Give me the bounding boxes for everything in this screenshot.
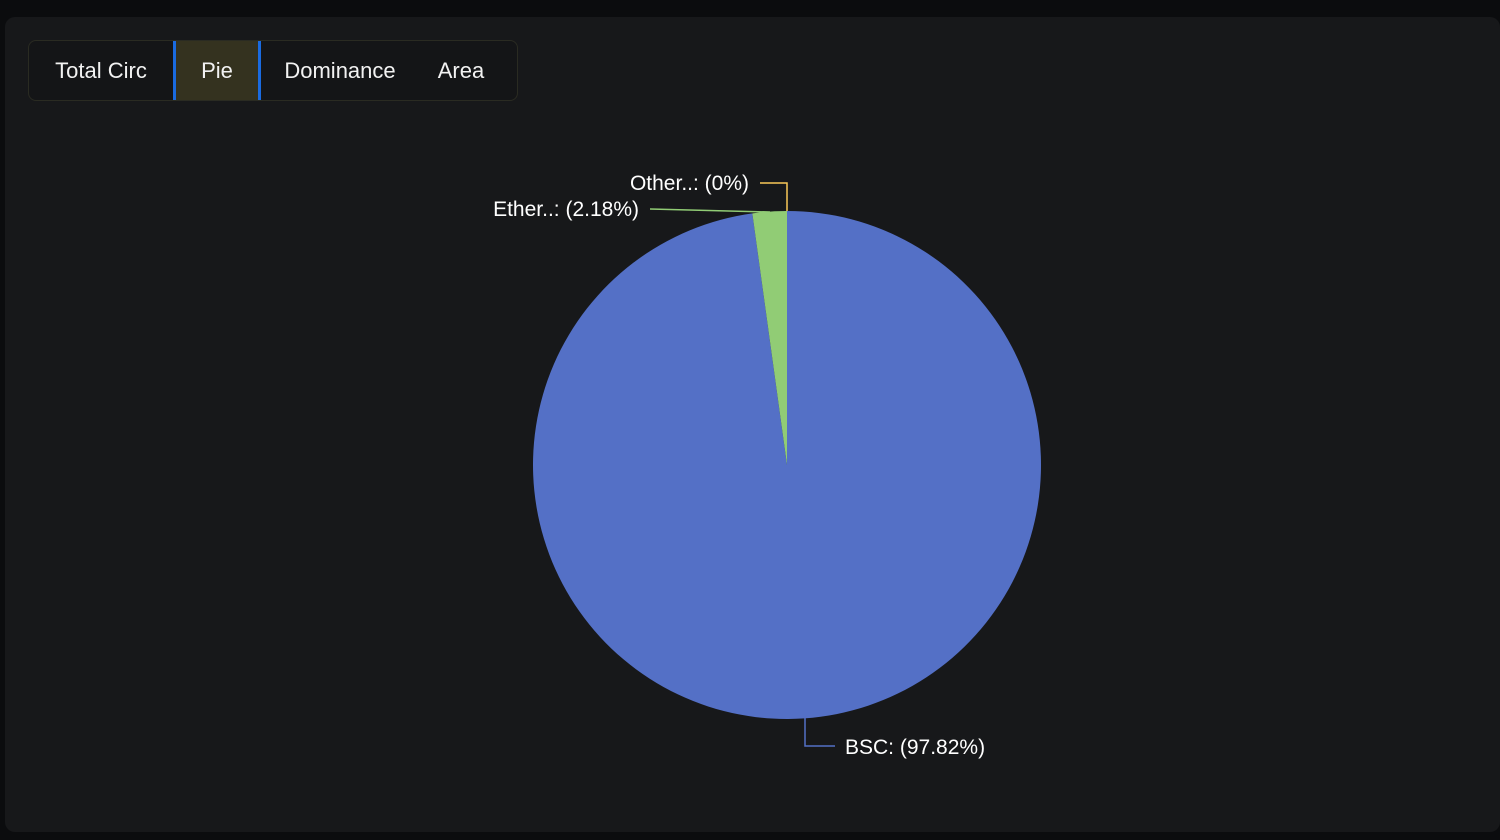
chart-type-tabs: Total Circ Pie Dominance Area bbox=[28, 40, 518, 101]
label-line-other bbox=[760, 182, 788, 211]
data-label-other: Other..: (0%) bbox=[630, 172, 749, 195]
tab-area[interactable]: Area bbox=[437, 57, 485, 83]
tab-dominance[interactable]: Dominance bbox=[284, 57, 396, 83]
tab-total-circ[interactable]: Total Circ bbox=[55, 57, 147, 83]
pie-slice-bsc[interactable] bbox=[532, 211, 1041, 719]
data-label-bsc: BSC: (97.82%) bbox=[845, 736, 985, 759]
data-label-ether: Ether..: (2.18%) bbox=[493, 198, 639, 221]
label-line-ether bbox=[649, 208, 771, 213]
label-line-bsc bbox=[804, 718, 835, 747]
tab-pie[interactable]: Pie bbox=[173, 41, 261, 100]
pie-slice-ether[interactable] bbox=[752, 211, 787, 465]
